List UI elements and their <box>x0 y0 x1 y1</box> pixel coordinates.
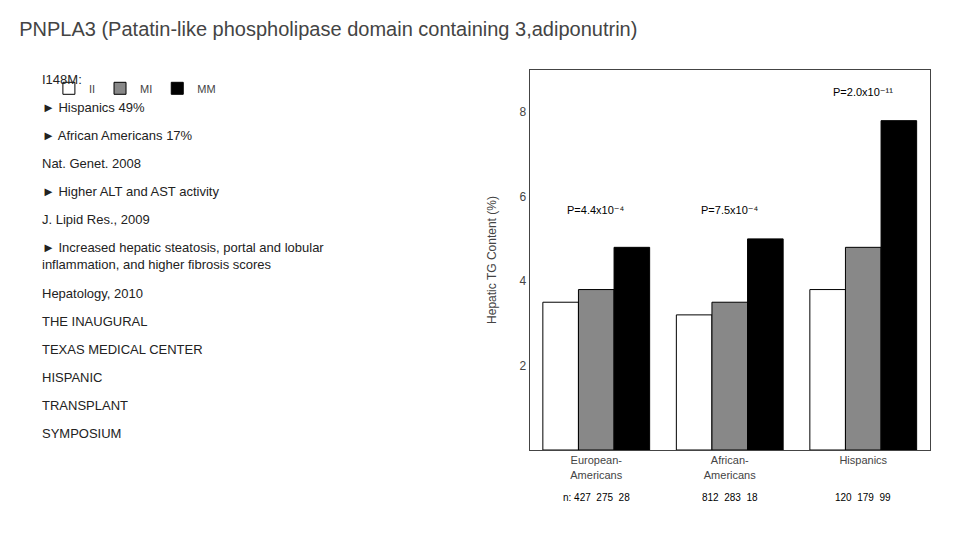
svg-text:P=7.5x10⁻⁴: P=7.5x10⁻⁴ <box>701 204 759 216</box>
svg-text:THE INAUGURAL: THE INAUGURAL <box>42 314 147 329</box>
svg-text:6: 6 <box>519 190 526 204</box>
svg-text:J. Lipid Res., 2009: J. Lipid Res., 2009 <box>42 212 150 227</box>
svg-text:Hepatology, 2010: Hepatology, 2010 <box>42 286 143 301</box>
svg-text:Hispanics: Hispanics <box>839 454 887 466</box>
svg-text:TEXAS MEDICAL CENTER: TEXAS MEDICAL CENTER <box>42 342 203 357</box>
svg-text:4: 4 <box>519 274 526 288</box>
svg-text:HISPANIC: HISPANIC <box>42 370 102 385</box>
svg-text:P=4.4x10⁻⁴: P=4.4x10⁻⁴ <box>567 204 625 216</box>
svg-text:Hepatic TG Content (%): Hepatic TG Content (%) <box>485 196 499 324</box>
svg-text:120 179 99: 120 179 99 <box>835 492 891 503</box>
svg-text:PNPLA3 (Patatin-like phospholi: PNPLA3 (Patatin-like phospholipase domai… <box>19 18 637 40</box>
svg-text:8: 8 <box>519 105 526 119</box>
svg-text:II: II <box>89 83 95 95</box>
svg-text:Nat. Genet. 2008: Nat. Genet. 2008 <box>42 156 141 171</box>
svg-text:2: 2 <box>519 359 526 373</box>
svg-text:► Hispanics 49%: ► Hispanics 49% <box>42 100 145 115</box>
svg-text:SYMPOSIUM: SYMPOSIUM <box>42 426 121 441</box>
svg-text:► African Americans 17%: ► African Americans 17% <box>42 128 193 143</box>
svg-text:P=2.0x10⁻¹¹: P=2.0x10⁻¹¹ <box>833 86 893 98</box>
svg-text:African-Americans: African-Americans <box>704 454 756 480</box>
svg-text:TRANSPLANT: TRANSPLANT <box>42 398 128 413</box>
svg-text:MI: MI <box>140 83 152 95</box>
svg-text:► Increased hepatic steatosis,: ► Increased hepatic steatosis, portal an… <box>42 240 324 272</box>
svg-text:MM: MM <box>197 83 215 95</box>
svg-text:812 283 18: 812 283 18 <box>702 492 758 503</box>
svg-text:► Higher ALT and AST activity: ► Higher ALT and AST activity <box>42 184 219 199</box>
svg-text:European-Americans: European-Americans <box>570 454 622 480</box>
svg-text:I148M:: I148M: <box>42 72 82 87</box>
svg-text:n: 427 275 28: n: 427 275 28 <box>563 492 630 503</box>
